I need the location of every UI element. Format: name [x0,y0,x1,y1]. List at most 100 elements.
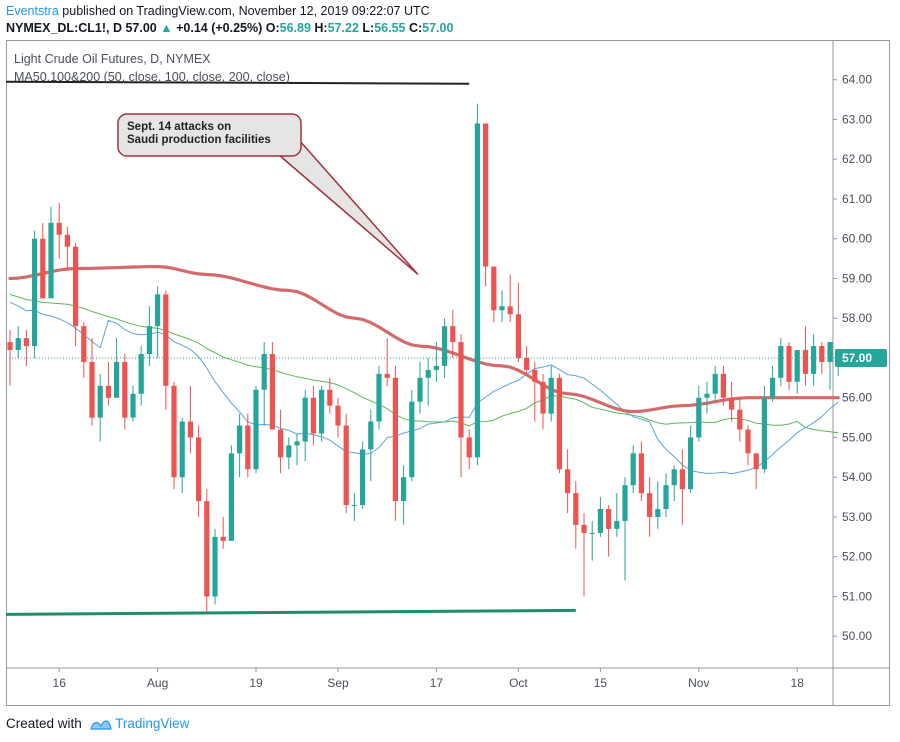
symbol-line: NYMEX_DL:CL1!, D 57.00 ▲ +0.14 (+0.25%) … [6,21,453,35]
candle [524,346,530,374]
candle-body [819,346,825,362]
candle-body [524,357,530,370]
candle-body [368,421,374,450]
candle [835,349,841,376]
indicator-label: MA50.100&200 (50, close, 100, close, 200… [14,70,290,84]
candle-body [565,469,571,494]
candle-body [384,373,390,378]
candle [622,477,628,581]
y-tick-label: 58.00 [842,311,872,325]
candle [688,425,694,494]
y-tick-label: 54.00 [842,470,872,484]
candle-body [761,397,767,470]
x-tick-label: Aug [147,676,168,690]
candle-body [56,222,62,235]
price-chart[interactable]: 50.00 51.00 52.00 53.00 54.00 55.00 56.00 57.00… [6,40,890,706]
y-tick-label: 55.00 [842,430,872,444]
candle-body [237,425,243,454]
candle-body [122,361,128,418]
candle [278,409,284,474]
candle [614,493,620,537]
candle [794,350,800,394]
candle [146,306,152,366]
candle [204,489,210,613]
candle-body [269,354,275,430]
candle-body [253,389,259,470]
candle [507,274,513,323]
candle [671,465,677,502]
candle-body [597,509,603,533]
candle-body [89,361,95,418]
candle [89,338,95,426]
candle [483,123,489,287]
candle [417,361,423,414]
candle-body [171,385,177,478]
candle-body [23,338,29,347]
candle-body [7,342,13,351]
publish-line: Eventstra published on TradingView.com, … [6,4,430,18]
candle [647,477,653,537]
tradingview-link[interactable]: TradingView [115,716,190,731]
candle-body [466,437,472,458]
candle [196,425,202,517]
candle [392,365,398,521]
close-label: C: [408,21,423,35]
candle [450,310,456,358]
candle-body [163,294,169,386]
candle [130,385,136,422]
candle-body [327,389,333,406]
candle [597,497,603,537]
candle-body [548,377,554,414]
last-price-label: 57.00 [842,351,872,365]
candle [458,334,464,478]
candle-body [360,449,366,506]
candle [548,365,554,422]
candle-body [302,397,308,442]
candle-body [155,294,161,327]
callout-box [117,113,302,157]
candle [302,389,308,462]
close-value: 57.00 [422,21,454,35]
candle [515,282,521,362]
candle-body [491,266,497,311]
y-tick-label: 52.00 [842,550,872,564]
candle-body [32,238,38,347]
candle-body [573,493,579,525]
candle [294,433,300,466]
up-arrow-icon: ▲ [160,21,173,35]
candle [376,365,382,430]
candle [360,441,366,510]
last-price-badge [835,348,887,367]
candle [532,361,538,422]
candle-body [425,369,431,378]
candle [655,481,661,529]
x-tick-label: Nov [688,676,709,690]
author-link[interactable]: Eventstra [6,4,59,18]
candle [474,103,480,466]
candle [466,429,472,470]
candle-body [294,441,300,446]
candle [409,389,415,482]
candle-body [786,346,792,382]
candle-body [589,532,595,534]
candle [712,365,718,402]
candle-body [630,453,636,486]
candle-body [696,397,702,438]
candle [556,373,562,474]
candle [64,226,70,271]
candle-body [483,123,489,267]
candle [32,230,38,358]
low-value: 56.55 [374,21,406,35]
chart-title: Light Crude Oil Futures, D, NYMEX [14,52,211,66]
candle [819,342,825,374]
candle [368,409,374,482]
candle [786,342,792,390]
candle [679,449,685,525]
candle [442,318,448,378]
candle [425,357,431,406]
candle [737,397,743,442]
x-tick-label: 17 [430,676,444,690]
candle-body [138,354,144,394]
candle [319,385,325,442]
candle-body [179,421,185,478]
